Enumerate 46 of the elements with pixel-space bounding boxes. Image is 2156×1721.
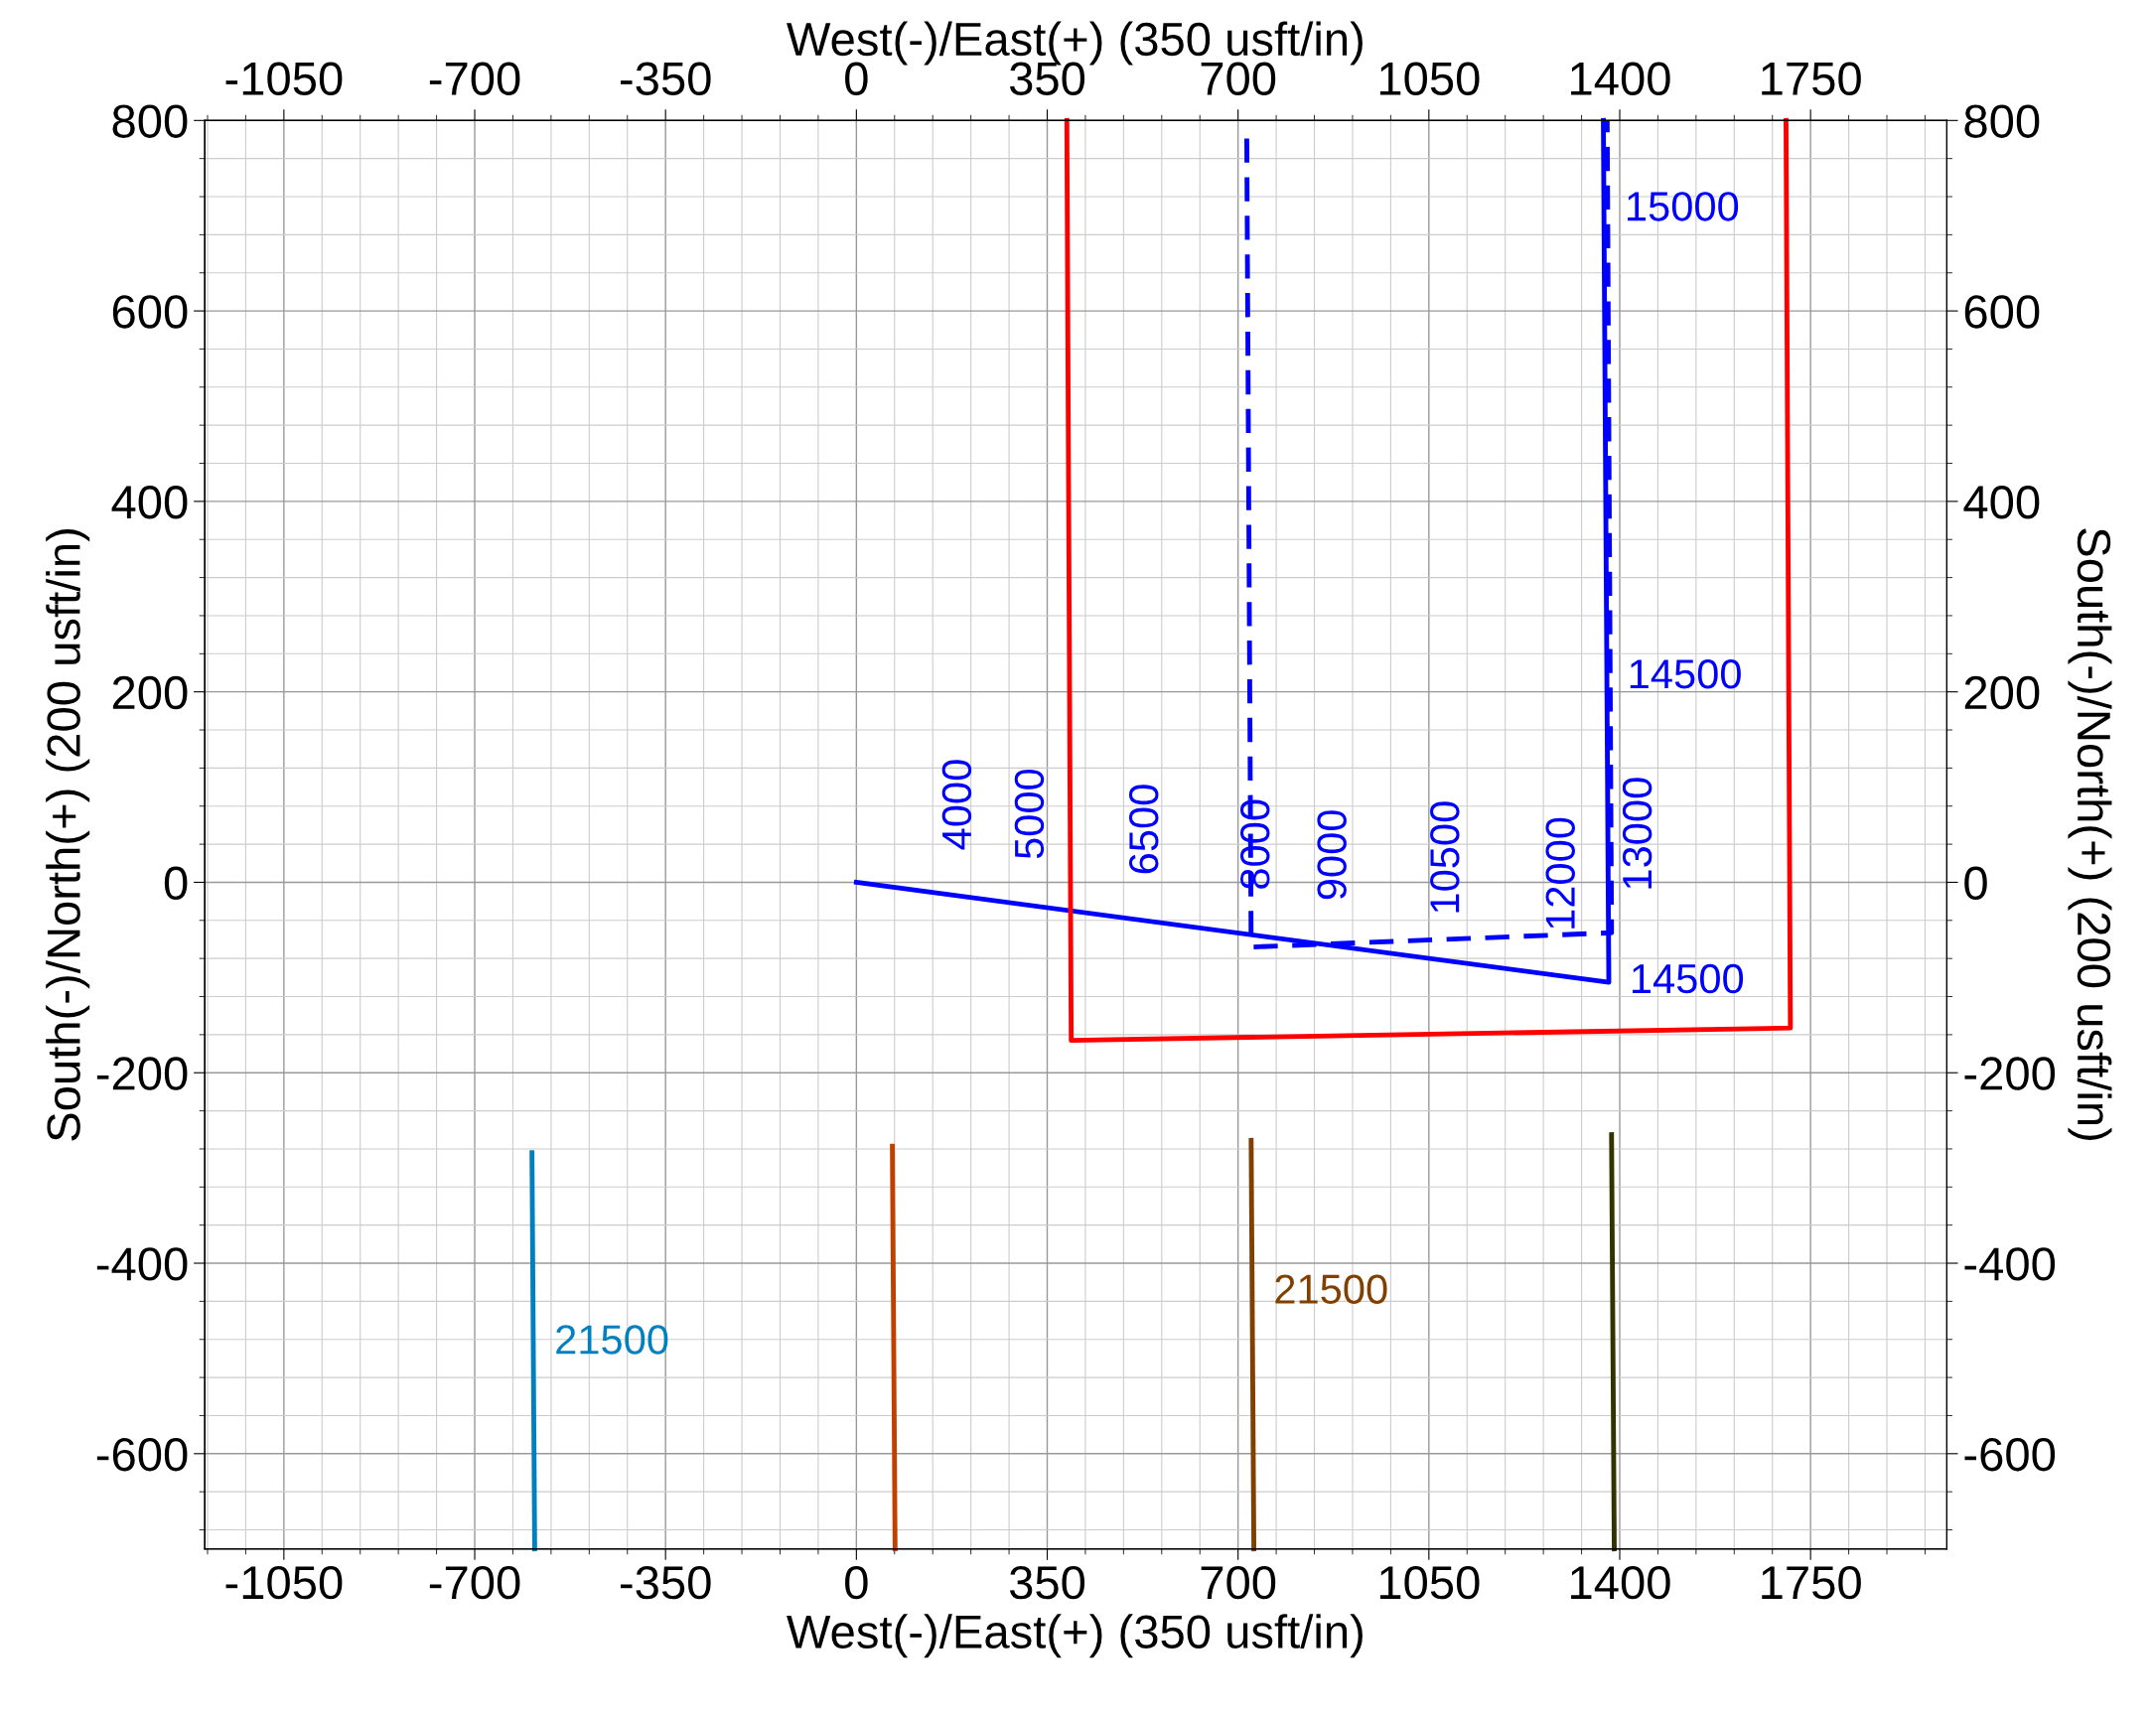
annotation: 14500 <box>1633 963 1744 994</box>
y-tick-label: 0 <box>164 866 188 901</box>
annotation: 13000 <box>1622 778 1653 889</box>
y-tick-label: -200 <box>96 1057 188 1090</box>
y-tick-label: 400 <box>111 486 188 519</box>
y-tick-label: 600 <box>112 295 188 329</box>
annotation: 10500 <box>1430 801 1460 913</box>
x2-tick-label: 1050 <box>1379 62 1480 95</box>
x2-tick-label: -350 <box>621 62 711 95</box>
annotation: 4000 <box>941 760 972 850</box>
x-tick-label: 1750 <box>1762 1565 1861 1600</box>
y-axis-title: South(-)/North(+) (200 usft/in) <box>46 529 90 1141</box>
annotation: 5000 <box>1014 769 1045 859</box>
annotation: 21500 <box>1275 1274 1387 1304</box>
y2-axis-title: South(-)/North(+) (200 usft/in) <box>2068 528 2112 1140</box>
annotation: 15000 <box>1628 192 1739 221</box>
y2-tick-label: 200 <box>1964 675 2040 710</box>
x-axis-title: West(-)/East(+) (350 usft/in) <box>787 1614 1363 1658</box>
y2-tick-label: 600 <box>1964 295 2040 329</box>
y-tick-label: -600 <box>96 1437 188 1472</box>
x-tick-label: 1400 <box>1571 1565 1670 1600</box>
x2-tick-label: -1050 <box>225 62 343 95</box>
x-tick-label: -700 <box>429 1565 520 1600</box>
x2-tick-label: 1750 <box>1762 62 1861 95</box>
annotation: 14500 <box>1630 658 1741 689</box>
y-tick-label: 800 <box>112 104 188 138</box>
annotation: 21500 <box>556 1325 668 1355</box>
y2-tick-label: -400 <box>1964 1247 2056 1281</box>
y-tick-label: -400 <box>96 1247 188 1281</box>
annotation: 12000 <box>1545 817 1575 929</box>
y2-tick-label: 800 <box>1964 104 2040 138</box>
y-tick-label: 200 <box>112 675 188 710</box>
x-tick-label: -1050 <box>225 1565 343 1600</box>
y2-tick-label: -200 <box>1964 1057 2056 1090</box>
y2-tick-label: -600 <box>1964 1437 2056 1472</box>
annotation: 9000 <box>1317 810 1347 900</box>
y2-tick-label: 0 <box>1964 866 1987 901</box>
x-tick-label: -350 <box>621 1565 711 1600</box>
x-tick-label: 700 <box>1201 1565 1276 1600</box>
x-tick-label: 350 <box>1009 1565 1085 1600</box>
y2-tick-label: 400 <box>1963 486 2040 519</box>
annotation: 6500 <box>1128 785 1159 874</box>
x2-tick-label: -700 <box>429 62 520 95</box>
x-tick-label: 1050 <box>1379 1565 1480 1600</box>
x-tick-label: 0 <box>845 1565 868 1600</box>
x2-tick-label: 1400 <box>1571 62 1670 95</box>
